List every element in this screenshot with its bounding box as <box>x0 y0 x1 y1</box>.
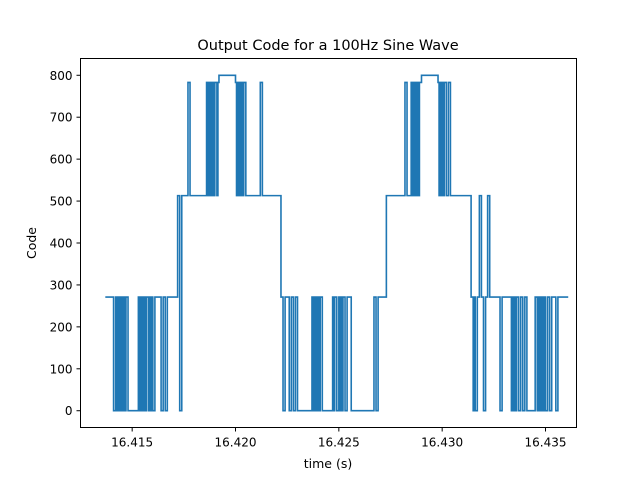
y-tick-label: 0 <box>65 404 73 418</box>
x-tick-label: 16.430 <box>421 436 463 450</box>
x-tick-label: 16.415 <box>111 436 153 450</box>
y-tick-label: 200 <box>50 320 73 334</box>
series-layer <box>105 74 569 412</box>
y-tick-label: 800 <box>50 69 73 83</box>
x-axis-label: time (s) <box>304 456 352 471</box>
x-tick-label: 16.420 <box>215 436 257 450</box>
y-tick-label: 400 <box>50 237 73 251</box>
y-tick-label: 600 <box>50 153 73 167</box>
chart-title: Output Code for a 100Hz Sine Wave <box>197 38 458 54</box>
plot-area: 16.415 16.420 16.425 16.430 16.435 0 100 200 30… <box>50 58 577 450</box>
x-tick-label: 16.425 <box>318 436 360 450</box>
y-tick-label: 700 <box>50 111 73 125</box>
series-line <box>105 74 569 412</box>
y-axis-label: Code <box>24 227 39 259</box>
y-tick-label: 300 <box>50 278 73 292</box>
y-axis: 0 100 200 300 400 500 600 700 800 <box>50 69 81 418</box>
x-axis: 16.415 16.420 16.425 16.430 16.435 <box>111 427 567 450</box>
y-tick-label: 100 <box>50 362 73 376</box>
y-tick-label: 500 <box>50 195 73 209</box>
x-tick-label: 16.435 <box>525 436 567 450</box>
